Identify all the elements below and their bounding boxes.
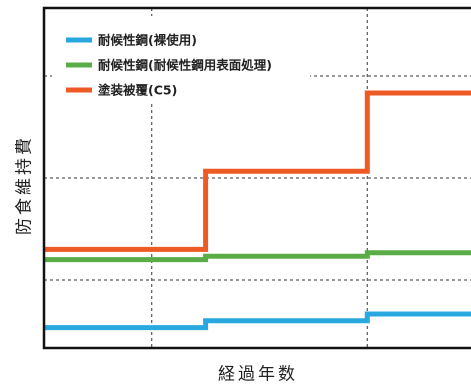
series-line-2 bbox=[44, 250, 471, 263]
y-axis-label: 防食維持費 bbox=[14, 135, 35, 235]
legend: 耐候性鋼(裸使用) 耐候性鋼(耐候性鋼用表面処理) 塗装被覆(C5) bbox=[52, 16, 310, 103]
legend-label-3: 塗装被覆(C5) bbox=[98, 83, 177, 98]
legend-label-1: 耐候性鋼(裸使用) bbox=[98, 33, 197, 48]
series-line-1 bbox=[44, 311, 471, 331]
x-axis-label: 経過年数 bbox=[218, 364, 298, 385]
legend-box bbox=[52, 16, 310, 103]
series-line-3 bbox=[44, 90, 471, 252]
series-lines bbox=[44, 90, 471, 331]
legend-label-2: 耐候性鋼(耐候性鋼用表面処理) bbox=[98, 58, 272, 73]
plot-frame bbox=[42, 6, 471, 350]
